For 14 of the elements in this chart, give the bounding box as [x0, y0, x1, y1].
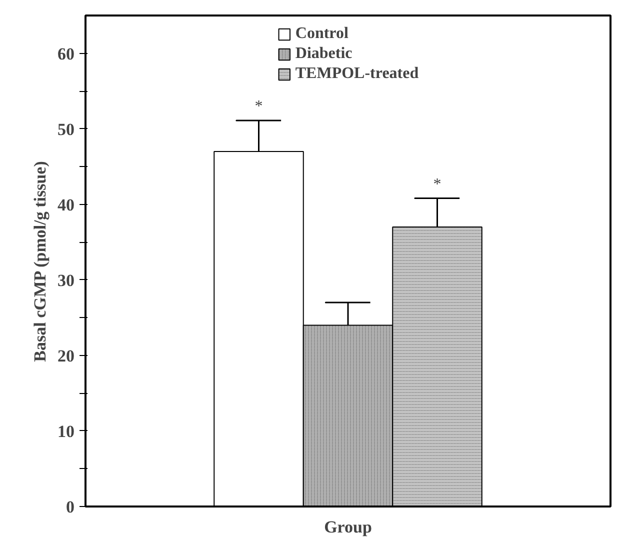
data-label: * [254, 98, 263, 115]
y-tick-label: 30 [58, 270, 74, 290]
x-axis-title: Group [324, 518, 372, 536]
y-tick-label: 40 [58, 195, 74, 214]
legend-label: Control [295, 25, 348, 43]
y-tick-label: 50 [58, 120, 74, 139]
y-tick-label: 10 [58, 422, 74, 441]
legend-label: TEMPOL-treated [295, 65, 419, 83]
data-label: * [433, 176, 442, 193]
y-tick-label: 0 [66, 498, 74, 516]
legend-label: Diabetic [295, 45, 352, 63]
y-tick-label: 60 [58, 44, 74, 64]
y-axis-title: Basal cGMP (pmol/g tissue) [30, 161, 50, 362]
y-tick-label: 20 [58, 346, 74, 366]
